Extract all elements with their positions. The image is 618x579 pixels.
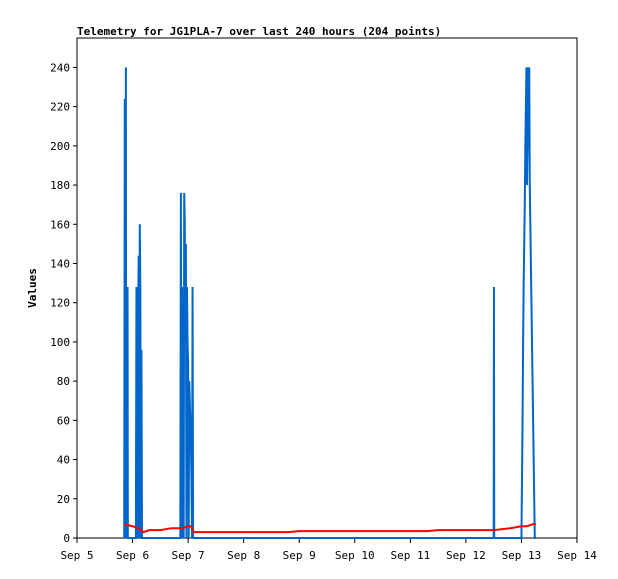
y-tick-label: 200: [50, 140, 70, 153]
y-tick-label: 100: [50, 336, 70, 349]
x-tick-label: Sep 12: [446, 549, 486, 562]
y-tick-label: 60: [57, 414, 70, 427]
plot-frame: [76, 37, 578, 539]
y-tick-label: 180: [50, 179, 70, 192]
y-tick-label: 120: [50, 297, 70, 310]
x-tick-label: Sep 14: [557, 549, 597, 562]
y-tick-label: 140: [50, 257, 70, 270]
y-axis: 0 20 40 60 80 100 120 140 160 180 200 220 240: [50, 61, 77, 545]
chart-title: Telemetry for JG1PLA-7 over last 240 hou…: [77, 25, 441, 38]
x-tick-label: Sep 6: [116, 549, 149, 562]
x-tick-label: Sep 8: [227, 549, 260, 562]
series-2-line: [123, 523, 536, 534]
y-axis-title: Values: [26, 268, 39, 308]
y-tick-label: 240: [50, 61, 70, 74]
x-tick-label: Sep 10: [335, 549, 375, 562]
y-tick-label: 80: [57, 375, 70, 388]
x-tick-label: Sep 5: [60, 549, 93, 562]
x-tick-label: Sep 11: [390, 549, 430, 562]
series-1-line: [123, 67, 536, 539]
y-tick-label: 220: [50, 101, 70, 114]
x-tick-label: Sep 7: [172, 549, 205, 562]
x-axis: Sep 5 Sep 6 Sep 7 Sep 8 Sep 9 Sep 10 Sep 11 Sep…: [60, 538, 597, 562]
y-tick-label: 160: [50, 218, 70, 231]
x-tick-label: Sep 9: [283, 549, 316, 562]
x-tick-label: Sep 13: [502, 549, 542, 562]
series-layer: [123, 67, 536, 539]
y-tick-label: 0: [63, 532, 70, 545]
y-tick-label: 40: [57, 454, 70, 467]
y-tick-label: 20: [57, 493, 70, 506]
